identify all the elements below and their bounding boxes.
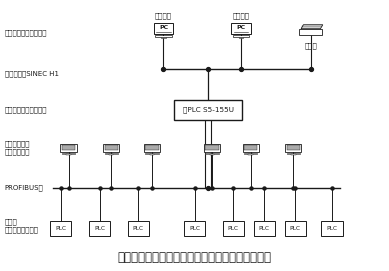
Bar [144,144,160,152]
Text: PLC: PLC [327,226,338,231]
Text: 主PLC S5-155U: 主PLC S5-155U [182,107,233,113]
Bar [287,145,300,150]
Text: PLC: PLC [259,226,270,231]
Bar [249,154,253,155]
Bar [254,221,275,236]
Bar [109,154,114,155]
Text: 现场工程师站
（车间现场）: 现场工程师站 （车间现场） [5,141,30,155]
Bar [149,154,154,155]
Bar [105,145,118,150]
Bar [89,221,110,236]
Bar [285,144,301,152]
Bar [204,144,220,152]
Bar [161,37,166,38]
Bar [287,153,300,154]
Bar [66,154,71,155]
Text: PLC: PLC [228,226,239,231]
Bar [223,221,244,236]
Bar [103,144,119,152]
Text: 汽车焊接车间设备故障诊断及焊机群控系统结构图: 汽车焊接车间设备故障诊断及焊机群控系统结构图 [117,251,272,264]
Text: 工业以太网SINEC H1: 工业以太网SINEC H1 [5,70,59,77]
Text: PLC: PLC [133,226,144,231]
Text: PLC: PLC [189,226,200,231]
Bar [128,221,149,236]
Bar [231,23,251,34]
Bar [154,23,173,34]
Bar [105,153,118,154]
Bar [233,35,249,37]
Bar [244,153,258,154]
Bar [300,29,322,35]
Polygon shape [301,25,323,29]
Text: PLC: PLC [55,226,66,231]
Text: 管理层（车间办公室）: 管理层（车间办公室） [5,30,47,36]
Bar [60,144,77,152]
Bar [205,145,219,150]
Bar [210,154,214,155]
Text: 主计算机: 主计算机 [155,12,172,18]
Bar [62,153,75,154]
Bar [239,37,244,38]
Bar [62,145,75,150]
Text: PC: PC [237,25,245,30]
Text: PC: PC [159,25,168,30]
Bar [145,153,158,154]
Bar [291,154,296,155]
Bar [244,145,258,150]
Text: 系统信息交换管理中心: 系统信息交换管理中心 [5,107,47,113]
Text: 打印机: 打印机 [305,42,317,49]
Bar [145,145,158,150]
Text: PROFIBUS网: PROFIBUS网 [5,185,43,191]
Bar [321,221,343,236]
Bar [285,221,306,236]
Text: PLC: PLC [94,226,105,231]
Bar [155,35,172,37]
Text: PLC: PLC [290,226,301,231]
Text: 设备层
（车间现场设备）: 设备层 （车间现场设备） [5,219,39,233]
Bar [184,221,205,236]
Text: 主计算机: 主计算机 [233,12,249,18]
Bar [205,153,219,154]
Bar [174,100,242,120]
Bar [50,221,72,236]
Bar [243,144,259,152]
